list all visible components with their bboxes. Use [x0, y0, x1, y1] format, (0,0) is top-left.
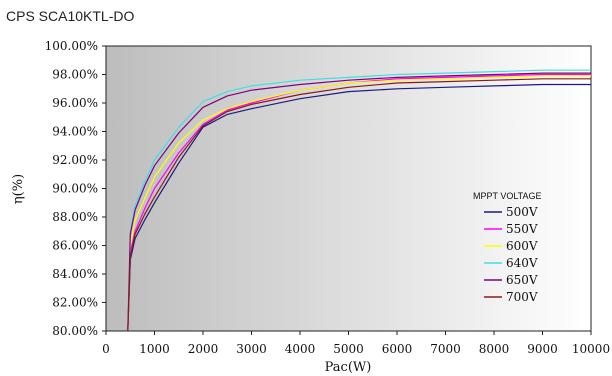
- x-tick-label: 7000: [430, 342, 461, 356]
- y-tick-label: 84.00%: [52, 267, 98, 281]
- series-line-640v: [127, 69, 591, 332]
- x-tick-label: 5000: [333, 342, 364, 356]
- y-axis-ticks: 80.00% 82.00% 84.00% 86.00% 88.00% 90.00% 92.0…: [45, 39, 106, 338]
- y-tick-label: 82.00%: [52, 296, 98, 310]
- y-tick-label: 90.00%: [52, 182, 98, 196]
- y-tick-label: 92.00%: [52, 153, 98, 167]
- y-tick-label: 86.00%: [52, 239, 98, 253]
- y-tick-label: 94.00%: [52, 125, 98, 139]
- chart-title: CPS SCA10KTL-DO: [6, 8, 134, 24]
- x-axis-ticks: 0 1000 2000 3000 4000 5000 6000 7000 8000 9000 100…: [102, 331, 610, 356]
- y-tick-label: 80.00%: [52, 324, 98, 338]
- legend-title: MPPT VOLTAGE: [473, 191, 542, 201]
- series-line-650v: [127, 72, 591, 332]
- y-tick-label: 98.00%: [52, 68, 98, 82]
- x-tick-label: 0: [102, 342, 110, 356]
- legend-label: 700V: [506, 290, 538, 304]
- legend-label: 500V: [506, 205, 538, 219]
- legend-label: 550V: [506, 222, 538, 236]
- y-tick-label: 100.00%: [45, 39, 98, 53]
- x-tick-label: 10000: [572, 342, 610, 356]
- x-axis-label: Pac(W): [325, 360, 372, 375]
- y-tick-label: 88.00%: [52, 210, 98, 224]
- x-tick-label: 8000: [479, 342, 510, 356]
- series-line-600v: [127, 75, 591, 332]
- legend-label: 600V: [506, 239, 538, 253]
- y-axis-label: η(%): [11, 174, 26, 204]
- series-lines: [127, 69, 591, 332]
- series-line-700v: [127, 78, 591, 332]
- x-tick-label: 9000: [527, 342, 558, 356]
- x-tick-label: 6000: [382, 342, 413, 356]
- legend-label: 640V: [506, 256, 538, 270]
- x-tick-label: 1000: [139, 342, 170, 356]
- legend-label: 650V: [506, 273, 538, 287]
- x-tick-label: 3000: [236, 342, 267, 356]
- x-tick-label: 4000: [285, 342, 316, 356]
- series-line-500v: [127, 83, 591, 332]
- legend: MPPT VOLTAGE 500V 550V 600V 640V 650V 700V: [473, 191, 542, 304]
- series-line-550v: [127, 73, 591, 332]
- plot-area: [105, 45, 592, 332]
- x-tick-label: 2000: [188, 342, 219, 356]
- y-tick-label: 96.00%: [52, 96, 98, 110]
